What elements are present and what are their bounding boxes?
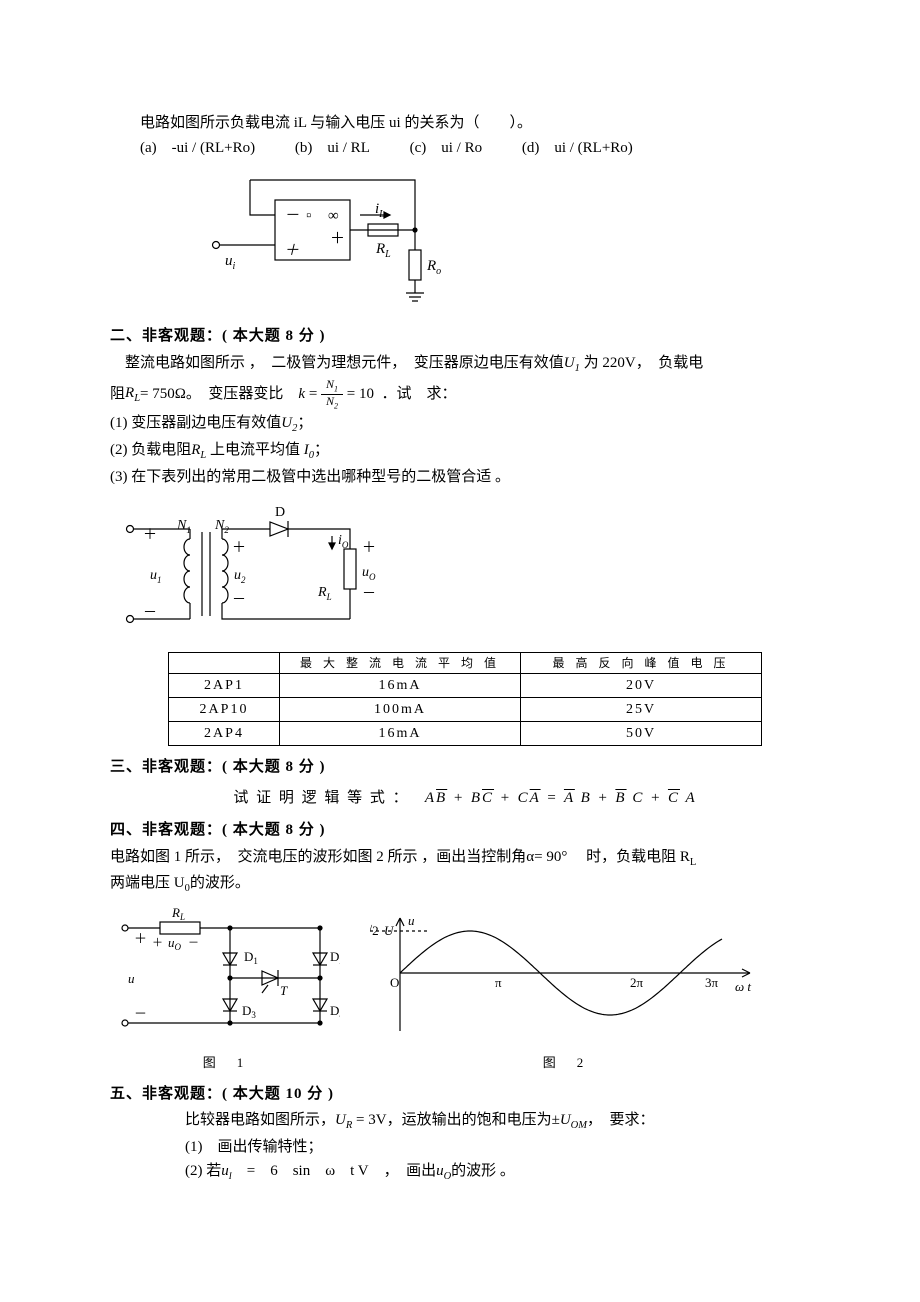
sec2-p1: 整流电路如图所示 ， 二极管为理想元件， 变压器原边电压有效值U1 为 220V…: [110, 352, 820, 377]
svg-text:π: π: [495, 975, 502, 990]
svg-text:RL: RL: [317, 585, 332, 602]
svg-text:RL: RL: [171, 905, 185, 922]
svg-text:uO: uO: [362, 565, 376, 582]
svg-text:D1: D1: [244, 949, 258, 966]
sec2-i2: (2) 负载电阻RL 上电流平均值 I0；: [110, 439, 820, 464]
svg-text:＋: ＋: [152, 937, 163, 949]
svg-text:＋: ＋: [330, 231, 345, 247]
q1-options: (a) -ui / (RL+Ro) (b) ui / RL (c) ui / R…: [140, 137, 820, 160]
table-row: 2AP10100mA25V: [169, 698, 762, 722]
svg-text:Ro: Ro: [426, 258, 441, 277]
svg-text:3π: 3π: [705, 975, 719, 990]
svg-text:RL: RL: [375, 241, 391, 260]
svg-text:ω t: ω t: [735, 979, 751, 994]
svg-text:＋: ＋: [284, 243, 299, 259]
svg-text:D: D: [275, 505, 285, 520]
svg-text:iL: iL: [375, 201, 385, 220]
table-row: 2AP116mA20V: [169, 674, 762, 698]
sec2-i3: (3) 在下表列出的常用二极管中选出哪种型号的二极管合适 。: [110, 466, 820, 489]
opt-b: (b) ui / RL: [295, 140, 370, 156]
opt-d: (d) ui / (RL+Ro): [522, 140, 633, 156]
sec4-fig2: u √2 U O π 2π 3π ω t 图 2: [370, 913, 760, 1073]
svg-text:N2: N2: [214, 518, 229, 535]
opt-c: (c) ui / Ro: [410, 140, 483, 156]
svg-text:D4: D4: [330, 1003, 340, 1020]
sec4-p2: 两端电压 U0的波形。: [110, 872, 820, 897]
svg-text:－: －: [188, 937, 199, 949]
svg-text:T: T: [280, 983, 288, 998]
svg-text:－: －: [134, 1006, 147, 1021]
svg-text:u2: u2: [234, 568, 246, 585]
svg-text:▫: ▫: [306, 208, 311, 224]
svg-text:uO: uO: [168, 935, 182, 952]
svg-text:U: U: [384, 923, 395, 938]
sec5-p: 比较器电路如图所示，UR = 3V，运放输出的饱和电压为±UOM， 要求：: [110, 1109, 820, 1134]
sec3-title: 三、非客观题：( 本大题 8 分 ): [110, 756, 820, 779]
svg-text:－: －: [143, 606, 157, 621]
svg-text:u1: u1: [150, 568, 162, 585]
svg-text:∞: ∞: [328, 208, 339, 224]
table-row: 最 大 整 流 电 流 平 均 值 最 高 反 向 峰 值 电 压: [169, 653, 762, 674]
table-row: 2AP416mA50V: [169, 722, 762, 746]
svg-text:2π: 2π: [630, 975, 644, 990]
svg-text:＋: ＋: [362, 541, 376, 556]
svg-text:－: －: [284, 208, 299, 224]
opt-a: (a) -ui / (RL+Ro): [140, 140, 255, 156]
sec5-i1: (1) 画出传输特性；: [110, 1136, 820, 1159]
svg-text:D3: D3: [242, 1003, 256, 1020]
sec4-fig1: RL ＋ uO － ＋ － u D1 D2 D3 D4 T 图 1: [110, 903, 340, 1073]
fig2-caption: 图 2: [370, 1053, 760, 1073]
diode-table: 最 大 整 流 电 流 平 均 值 最 高 反 向 峰 值 电 压 2AP116…: [168, 652, 762, 746]
svg-text:√2: √2: [370, 923, 379, 938]
svg-text:ui: ui: [225, 253, 236, 272]
svg-text:＋: ＋: [134, 931, 147, 946]
sec2-i1: (1) 变压器副边电压有效值U2；: [110, 412, 820, 437]
sec5-title: 五、非客观题：( 本大题 10 分 ): [110, 1083, 820, 1106]
sec2-p2: 阻RL = 750Ω。 变压器变比 k = N1 N2 = 10 ．试 求：: [110, 378, 820, 410]
svg-text:－: －: [232, 593, 246, 608]
svg-text:－: －: [362, 587, 376, 602]
sec3-eq: 试 证 明 逻 辑 等 式 ： AB + BC + CA = A B + B C…: [110, 787, 820, 810]
q1-diagram: ui － ＋ ▫ ∞ ＋ iL RL Ro: [190, 165, 820, 315]
svg-text:N1: N1: [176, 518, 191, 535]
sec2-title: 二、非客观题：( 本大题 8 分 ): [110, 325, 820, 348]
svg-text:＋: ＋: [143, 528, 157, 543]
svg-text:u: u: [128, 971, 135, 986]
svg-text:iO: iO: [338, 533, 349, 550]
sec5-i2: (2) 若uI = 6 sin ω t V ， 画出uO的波形 。: [110, 1160, 820, 1185]
svg-text:＋: ＋: [232, 541, 246, 556]
svg-text:O: O: [390, 975, 399, 990]
sec4-title: 四、非客观题：( 本大题 8 分 ): [110, 819, 820, 842]
fig1-caption: 图 1: [110, 1053, 340, 1073]
sec2-diagram: ＋ － u1 N1 N2 ＋ u2 － D iO ＋ uO － RL: [110, 494, 820, 644]
svg-text:D2: D2: [330, 949, 340, 966]
svg-text:u: u: [408, 913, 415, 928]
sec4-p1: 电路如图 1 所示， 交流电压的波形如图 2 所示 ，画出当控制角α= 90° …: [110, 846, 820, 871]
q1-stem: 电路如图所示负载电流 iL 与输入电压 ui 的关系为（ ）。: [110, 112, 820, 135]
